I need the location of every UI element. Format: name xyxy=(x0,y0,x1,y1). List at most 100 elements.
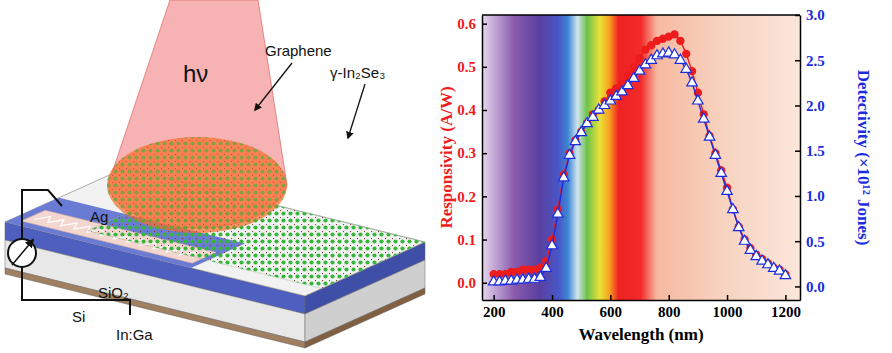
plot-background xyxy=(482,15,800,300)
diagram-label: Graphene xyxy=(265,42,332,59)
tick-mark xyxy=(482,239,487,241)
data-point xyxy=(728,203,739,212)
meter xyxy=(8,239,36,267)
data-point xyxy=(677,37,684,44)
pointer xyxy=(348,84,365,138)
data-point xyxy=(553,208,564,217)
diagram-label: γ-In₂Se₃ xyxy=(330,64,385,81)
pointer xyxy=(255,63,292,110)
tick-mark xyxy=(482,282,487,284)
tick-label: 2.0 xyxy=(806,98,825,114)
tick: 0.3 xyxy=(457,145,487,161)
tick-label: 0.3 xyxy=(457,145,476,161)
tick-mark xyxy=(482,110,487,112)
tick: 0.2 xyxy=(457,189,487,205)
tick-label: 3.0 xyxy=(806,7,825,23)
y2-axis-title: Detectivity (×10¹² Jones) xyxy=(854,70,873,246)
tick-mark xyxy=(727,295,729,300)
data-point xyxy=(716,167,727,176)
data-point xyxy=(683,50,690,57)
tick-mark xyxy=(493,295,495,300)
data-point xyxy=(745,244,756,253)
data-point xyxy=(535,271,546,280)
plot-marks xyxy=(488,31,790,285)
tick: 1.5 xyxy=(795,143,825,159)
x-axis-title: Wavelength (nm) xyxy=(578,325,703,344)
tick-mark xyxy=(552,295,554,300)
data-point xyxy=(669,49,680,58)
tick: 0.5 xyxy=(795,233,825,249)
light-spot xyxy=(107,137,287,233)
tick-mark xyxy=(795,241,800,243)
data-point xyxy=(733,222,744,231)
tick: 2.5 xyxy=(795,53,825,69)
tick: 800 xyxy=(658,295,681,320)
diagram-label: Ag xyxy=(90,208,108,225)
light-spot-dots xyxy=(107,137,287,233)
diagram-label: In:Ga xyxy=(116,326,153,343)
tick-mark xyxy=(795,150,800,152)
tick-label: 0.0 xyxy=(457,275,476,291)
data-point xyxy=(630,63,637,70)
tick-label: 1200 xyxy=(771,304,801,320)
tick-mark xyxy=(482,67,487,69)
axis-line xyxy=(482,16,484,301)
tick-mark xyxy=(785,295,787,300)
tick-label: 0.0 xyxy=(806,279,825,295)
meter-arrow xyxy=(12,240,33,265)
data-point xyxy=(698,113,709,122)
y-axis: 0.0 0.1 0.2 0.3 0.4 0.5 0.6 xyxy=(457,16,487,301)
tick-label: 1.0 xyxy=(806,188,825,204)
data-point xyxy=(675,54,686,63)
tick: 400 xyxy=(541,295,564,320)
tick-label: 2.5 xyxy=(806,53,825,69)
data-point xyxy=(547,240,558,249)
tick: 0.0 xyxy=(457,275,487,291)
axis-line xyxy=(800,16,802,301)
tick: 0.0 xyxy=(795,279,825,295)
x-axis: 200 400 600 800 1000 1200 xyxy=(483,295,801,320)
tick: 0.5 xyxy=(457,59,487,75)
layer-side xyxy=(305,288,425,348)
tick: 0.4 xyxy=(457,102,487,118)
y-axis-title: Responsivity (A/W) xyxy=(437,86,456,228)
series-line xyxy=(494,34,786,274)
data-point xyxy=(541,262,552,271)
tick-mark xyxy=(795,105,800,107)
tick-label: 800 xyxy=(658,304,681,320)
y2-axis: 0.0 0.5 1.0 1.5 2.0 2.5 3.0 xyxy=(795,7,825,300)
tick-mark xyxy=(610,295,612,300)
diagram-label: Si xyxy=(72,308,85,325)
diagram-label: SiO₂ xyxy=(98,284,129,301)
tick-mark xyxy=(795,286,800,288)
tick-label: 0.6 xyxy=(457,16,476,32)
data-point xyxy=(681,63,692,72)
tick-label: 1.5 xyxy=(806,143,825,159)
tick-mark xyxy=(482,23,487,25)
data-point xyxy=(704,131,715,140)
diagram-label: hν xyxy=(183,60,208,87)
tick: 600 xyxy=(600,295,623,320)
tick: 1.0 xyxy=(795,188,825,204)
tick: 200 xyxy=(483,295,506,320)
data-point xyxy=(687,77,698,86)
tick: 0.1 xyxy=(457,232,487,248)
tick: 1000 xyxy=(713,295,743,320)
wire xyxy=(22,190,62,239)
data-point xyxy=(671,31,678,38)
tick-label: 0.5 xyxy=(806,233,825,249)
axis-line xyxy=(483,300,801,302)
data-point xyxy=(558,172,569,181)
tick-mark xyxy=(482,153,487,155)
data-point xyxy=(636,55,643,62)
figure: hν Graphene γ-In₂Se₃ Ag SiO₂ Si In:Ga 200 400 600… xyxy=(0,0,892,353)
tick-label: 0.5 xyxy=(457,59,476,75)
tick-label: 0.2 xyxy=(457,189,476,205)
tick-label: 400 xyxy=(541,304,564,320)
tick-label: 200 xyxy=(483,304,506,320)
tick-mark xyxy=(668,295,670,300)
plot-frame-top xyxy=(482,14,800,16)
data-point xyxy=(570,136,581,145)
tick: 2.0 xyxy=(795,98,825,114)
data-point xyxy=(722,185,733,194)
